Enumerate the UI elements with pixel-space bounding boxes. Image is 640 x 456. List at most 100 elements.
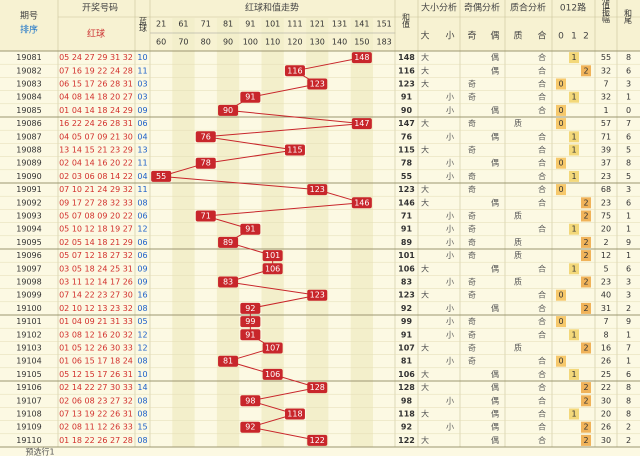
sum-marker [307, 78, 328, 90]
size: 小 [446, 93, 454, 102]
prime: 合 [538, 435, 546, 445]
route-cell [581, 197, 591, 209]
sum-marker [218, 276, 239, 288]
sum: 118 [398, 410, 415, 419]
sum-marker [240, 302, 261, 314]
route: 0 [558, 159, 563, 168]
blue-ball: 04 [137, 172, 147, 181]
blue-ball: 08 [137, 396, 147, 405]
amplitude: 2 [603, 238, 608, 247]
prime: 质 [514, 118, 522, 128]
route: 2 [583, 278, 588, 287]
prime: 质 [514, 343, 522, 353]
parity: 偶 [491, 105, 499, 115]
parity: 偶 [491, 197, 499, 207]
bin-to: 130 [310, 38, 325, 47]
red-balls: 07 10 21 24 29 32 [59, 185, 133, 194]
period: 19097 [16, 264, 41, 273]
sum-marker-label: 91 [245, 330, 255, 339]
period: 19092 [16, 198, 41, 207]
route: 1 [571, 370, 576, 379]
red-balls: 03 05 18 24 25 31 [59, 264, 133, 273]
size: 小 [446, 396, 454, 405]
tail: 3 [626, 291, 631, 300]
sum-marker [284, 408, 305, 420]
sort-link[interactable]: 排序 [20, 24, 38, 36]
sum: 123 [398, 80, 415, 89]
size: 大 [421, 369, 429, 379]
route-label: 0 [558, 32, 564, 42]
trend-header: 红球和值走势 [245, 2, 299, 14]
tail: 3 [626, 278, 631, 287]
red-balls: 02 08 11 12 26 33 [59, 423, 133, 432]
period: 19088 [16, 146, 41, 155]
parity: 奇 [468, 224, 476, 234]
red-balls: 02 10 12 13 23 32 [59, 304, 133, 313]
period: 19087 [16, 132, 41, 141]
prime: 合 [538, 52, 546, 62]
parity-label: 奇 [467, 30, 476, 42]
blue-ball: 11 [137, 185, 147, 194]
blue-ball: 15 [137, 423, 147, 432]
amplitude: 68 [601, 185, 611, 194]
sum: 148 [398, 53, 415, 62]
period: 19106 [16, 383, 41, 392]
period: 19081 [16, 53, 41, 62]
bin-from: 151 [377, 20, 392, 29]
prime: 合 [538, 197, 546, 207]
period: 19109 [16, 423, 41, 432]
parity: 奇 [468, 356, 476, 366]
amplitude: 25 [601, 370, 611, 379]
bin-from: 111 [287, 20, 302, 29]
red-balls: 01 18 22 26 27 28 [59, 436, 133, 445]
bin-from: 71 [201, 20, 211, 29]
tail: 8 [626, 410, 631, 419]
sum-marker [240, 329, 261, 341]
route-cell [581, 236, 591, 248]
sum-marker-label: 76 [201, 132, 211, 141]
parity: 偶 [491, 131, 499, 141]
blue-ball: 12 [137, 225, 147, 234]
parity: 奇 [468, 145, 476, 155]
route-cell [581, 65, 591, 77]
prime: 合 [538, 409, 546, 419]
route: 0 [558, 291, 563, 300]
prime: 合 [538, 105, 546, 115]
sum: 99 [401, 317, 413, 326]
route: 1 [571, 172, 576, 181]
sum-marker-label: 91 [245, 93, 255, 102]
sum-marker [262, 250, 283, 262]
sum: 91 [401, 93, 413, 102]
route: 0 [558, 185, 563, 194]
red-balls: 09 17 27 28 32 33 [59, 198, 133, 207]
red-header: 红球 [87, 28, 105, 40]
blue-ball: 08 [137, 357, 147, 366]
route-cell [581, 302, 591, 314]
sum: 116 [398, 66, 415, 75]
parity: 奇 [468, 237, 476, 247]
amplitude: 1 [603, 106, 608, 115]
sum: 123 [398, 185, 415, 194]
prime: 质 [514, 237, 522, 247]
tail: 1 [626, 225, 631, 234]
tail: 1 [626, 330, 631, 339]
parity: 偶 [491, 395, 499, 405]
blue-ball: 13 [137, 146, 147, 155]
sum-marker-label: 78 [201, 159, 211, 168]
sum: 90 [401, 106, 413, 115]
sum: 106 [398, 264, 415, 273]
route: 2 [583, 423, 588, 432]
amplitude: 16 [601, 344, 611, 353]
bin-to: 110 [265, 38, 280, 47]
amplitude: 7 [603, 80, 608, 89]
sum: 147 [398, 119, 415, 128]
sum: 101 [398, 251, 415, 260]
sum-marker [195, 210, 216, 222]
size: 大 [421, 65, 429, 75]
sum-marker [284, 144, 305, 156]
tail: 9 [626, 238, 631, 247]
prime: 合 [538, 92, 546, 102]
sum: 91 [401, 330, 413, 339]
tail: 2 [626, 304, 631, 313]
route-cell [581, 342, 591, 354]
